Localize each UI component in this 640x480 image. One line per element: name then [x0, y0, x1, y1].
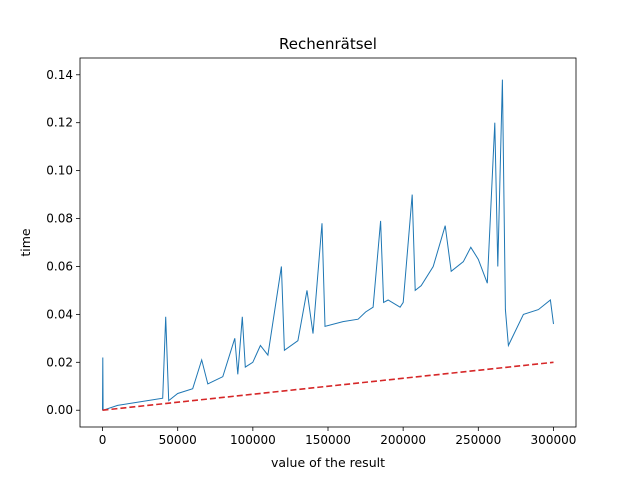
- y-axis-label: time: [18, 228, 33, 257]
- y-tick-label: 0.04: [46, 307, 73, 321]
- x-tick-label: 100000: [230, 433, 276, 447]
- x-tick-label: 200000: [380, 433, 426, 447]
- x-tick-label: 150000: [305, 433, 351, 447]
- x-tick-label: 50000: [159, 433, 197, 447]
- x-tick-label: 300000: [531, 433, 577, 447]
- time-series-line: [102, 79, 554, 411]
- y-tick-label: 0.02: [46, 355, 73, 369]
- y-tick-label: 0.06: [46, 259, 73, 273]
- y-tick-label: 0.08: [46, 212, 73, 226]
- x-tick-label: 0: [99, 433, 107, 447]
- y-tick-label: 0.00: [46, 403, 73, 417]
- y-axis: 0.00 0.02 0.04 0.06 0.08 0.10 0.12 0.14: [46, 68, 80, 417]
- x-axis: 0 50000 100000 150000 200000 250000 300000: [99, 427, 577, 447]
- x-axis-label: value of the result: [271, 455, 385, 470]
- y-tick-label: 0.12: [46, 116, 73, 130]
- plot-area: [102, 79, 554, 411]
- x-tick-label: 250000: [455, 433, 501, 447]
- chart-title: Rechenrätsel: [279, 35, 377, 53]
- y-tick-label: 0.10: [46, 164, 73, 178]
- trend-line: [102, 361, 554, 411]
- y-tick-label: 0.14: [46, 68, 73, 82]
